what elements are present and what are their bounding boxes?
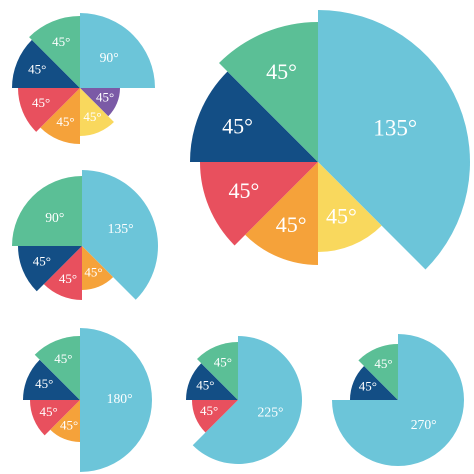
pie-segment — [185, 363, 238, 400]
segment-label: 45° — [35, 376, 53, 391]
pie-segment — [200, 162, 318, 246]
segment-label: 135° — [108, 221, 134, 236]
segment-label: 45° — [228, 178, 259, 203]
segment-label: 90° — [45, 210, 64, 225]
segment-label: 270° — [411, 417, 437, 432]
pie-segment — [18, 246, 82, 292]
segment-label: 45° — [359, 378, 377, 393]
segment-label: 45° — [33, 254, 51, 269]
pie-segment — [318, 162, 382, 252]
pie-segment — [192, 400, 238, 433]
segment-label: 225° — [258, 405, 284, 420]
segment-label: 180° — [107, 391, 133, 406]
pie-segment — [80, 328, 152, 472]
pie-segment — [82, 170, 159, 300]
segment-label: 45° — [59, 271, 77, 286]
pie-segment — [245, 162, 318, 265]
pie-segment — [43, 246, 82, 300]
segment-label: 45° — [52, 34, 70, 49]
segment-label: 45° — [222, 114, 253, 139]
segment-label: 45° — [84, 265, 102, 280]
segment-label: 45° — [96, 89, 114, 104]
segment-label: 45° — [196, 377, 214, 392]
pie-segment — [50, 400, 80, 442]
segment-label: 45° — [56, 114, 74, 129]
pie-segment — [29, 16, 81, 88]
pie-segment — [358, 344, 398, 400]
pie-segment — [12, 39, 80, 88]
segment-label: 45° — [266, 59, 297, 84]
pie-segment — [80, 13, 155, 88]
pie-segment — [192, 336, 303, 464]
pie-segment — [12, 176, 82, 246]
pie-segment — [190, 71, 318, 162]
pie-segment — [18, 88, 80, 132]
segment-label: 45° — [374, 356, 392, 371]
segment-label: 45° — [200, 403, 218, 418]
segment-label: 45° — [54, 351, 72, 366]
pie-segment — [219, 22, 318, 162]
pie-segment — [318, 10, 470, 270]
segment-label: 45° — [39, 404, 57, 419]
pie-segment — [82, 246, 114, 290]
segment-label: 45° — [326, 204, 357, 229]
pie-segment — [350, 366, 398, 400]
segment-label: 45° — [32, 95, 50, 110]
segment-label: 135° — [373, 114, 417, 140]
pie-segment — [196, 342, 238, 400]
pie-segment — [40, 88, 80, 144]
pie-segment — [23, 359, 80, 400]
segment-label: 45° — [276, 212, 307, 237]
segment-label: 45° — [83, 109, 101, 124]
pie-segment — [34, 336, 80, 400]
segment-label: 90° — [100, 50, 119, 65]
segment-label: 45° — [28, 61, 46, 76]
segment-label: 45° — [60, 417, 78, 432]
pie-segment — [30, 400, 80, 436]
pie-segment — [80, 88, 114, 136]
pie-segment — [80, 88, 120, 117]
segment-label: 45° — [214, 355, 232, 370]
